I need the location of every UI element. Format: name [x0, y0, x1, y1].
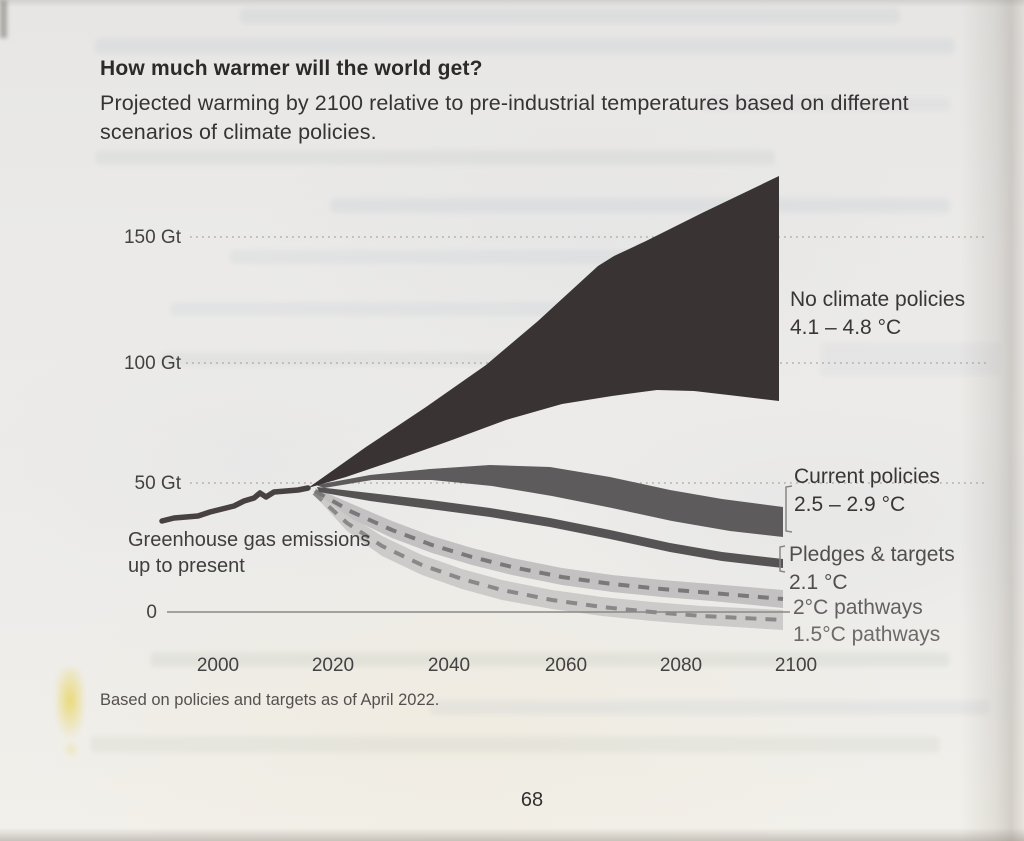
x-tick-2060: 2060 [544, 655, 588, 676]
band-pledges-targets [317, 487, 783, 568]
chart-title: How much warmer will the world get? [100, 57, 483, 80]
chart-subtitle: Projected warming by 2100 relative to pr… [100, 91, 909, 144]
historical-annotation: Greenhouse gas emissions up to present [128, 529, 371, 577]
label-current-policies: Current policies 2.5 – 2.9 °C [794, 463, 1024, 518]
y-tick-0: 0 [146, 602, 157, 623]
scenario-name: 2°C pathways [793, 596, 923, 619]
band-no-climate-policies [308, 176, 779, 488]
dash-2c-pathways [314, 489, 784, 601]
scenario-warming-range: 2.1 °C [789, 570, 848, 594]
chart-footnote: Based on policies and targets as of Apri… [100, 691, 440, 709]
y-tick-50gt: 50 Gt [134, 473, 181, 494]
label-1p5c-pathways: 1.5°C pathways [793, 621, 1023, 649]
historical-emissions-line [159, 485, 311, 524]
y-tick-150gt: 150 Gt [123, 227, 181, 248]
scenario-name: Current policies [794, 465, 940, 488]
x-tick-2040: 2040 [427, 655, 471, 676]
label-pledges-targets: Pledges & targets 2.1 °C [789, 541, 1019, 596]
label-no-climate-policies: No climate policies 4.1 – 4.8 °C [790, 286, 1020, 341]
scenario-warming-range: 2.5 – 2.9 °C [794, 492, 906, 516]
y-tick-100gt: 100 Gt [123, 353, 181, 374]
scenario-warming-range: 4.1 – 4.8 °C [790, 315, 902, 339]
band-current-policies [316, 465, 783, 537]
bracket-current-policies [785, 485, 793, 533]
page-number: 68 [520, 789, 544, 811]
bracket-pledges-targets [779, 545, 786, 573]
label-2c-pathways: 2°C pathways [793, 594, 1023, 622]
scenario-name: Pledges & targets [789, 543, 955, 566]
x-tick-2100: 2100 [774, 655, 818, 676]
scenario-name: 1.5°C pathways [793, 623, 941, 646]
scenario-name: No climate policies [790, 288, 966, 311]
x-tick-2080: 2080 [659, 655, 703, 676]
x-tick-2000: 2000 [196, 655, 240, 676]
band-2c-pathways [315, 488, 783, 608]
dash-1p5c-pathways [312, 491, 784, 622]
x-tick-2020: 2020 [311, 655, 355, 676]
